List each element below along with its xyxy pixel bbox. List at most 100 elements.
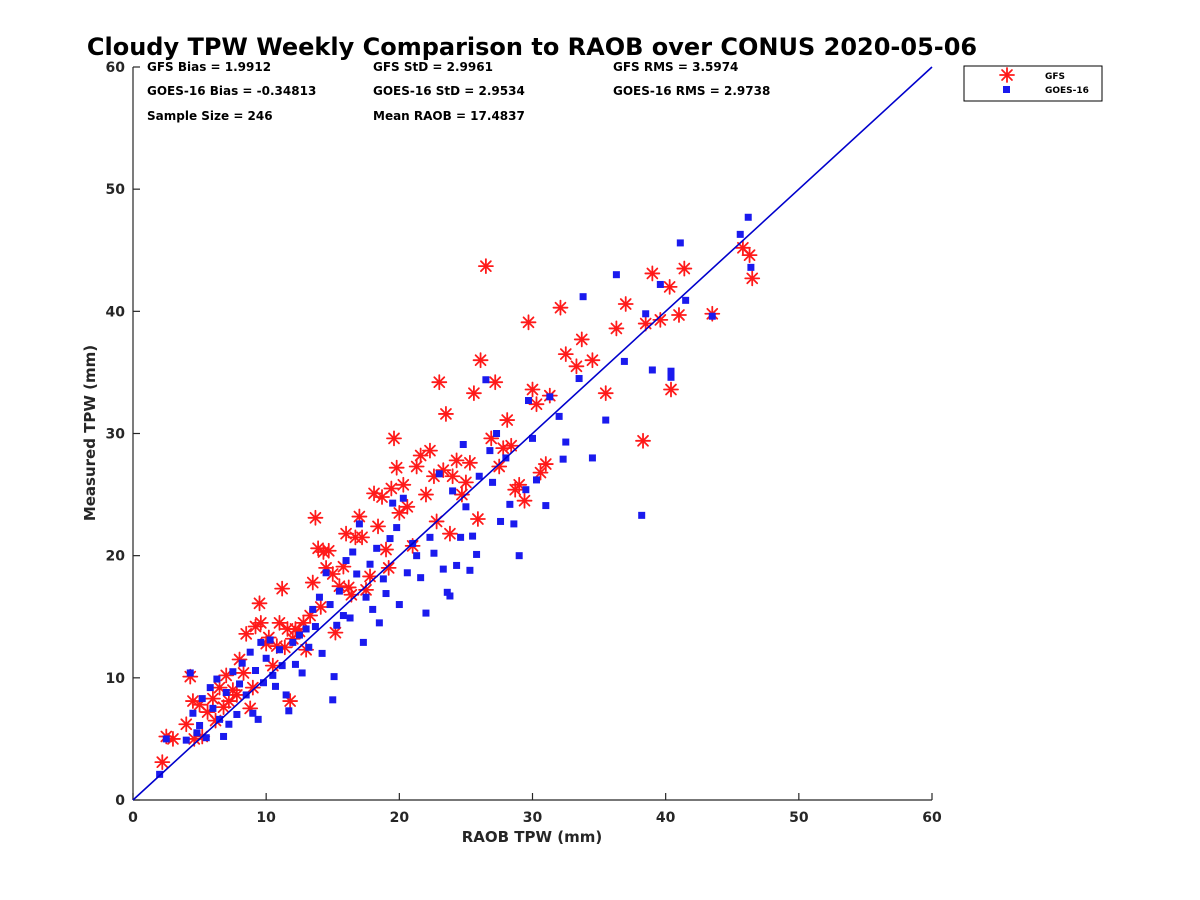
gfs-point (154, 754, 171, 771)
x-tick-label: 40 (656, 810, 676, 826)
goes16-point (349, 548, 357, 556)
goes16-point (559, 455, 567, 463)
gfs-point (442, 525, 458, 542)
gfs-point (635, 432, 651, 449)
goes16-point (667, 367, 675, 375)
goes16-point (249, 709, 257, 717)
x-ticks: 0 10 20 30 40 50 60 (128, 793, 942, 826)
y-ticks: 0 10 20 30 40 50 60 (106, 60, 140, 809)
goes16-point (216, 715, 224, 723)
x-tick-label: 60 (922, 810, 942, 826)
gfs-point (251, 595, 268, 612)
goes16-point (575, 375, 583, 383)
gfs-point (252, 614, 269, 631)
goes16-point (497, 517, 505, 525)
goes16-point (342, 557, 350, 565)
y-tick-label: 0 (115, 793, 125, 809)
gfs-point (244, 679, 261, 696)
gfs-point (264, 657, 281, 674)
goes16-point (222, 688, 230, 696)
goes16-point (506, 500, 514, 508)
stat-goes-rms: GOES-16 RMS = 2.9738 (613, 84, 770, 98)
series-gfs (154, 239, 761, 771)
goes16-point (389, 499, 397, 507)
gfs-point (391, 505, 408, 521)
legend-gfs-marker (999, 67, 1015, 83)
goes16-point (156, 770, 164, 778)
y-tick-label: 60 (106, 60, 126, 76)
goes16-point (708, 312, 716, 320)
x-tick-label: 30 (523, 810, 543, 826)
goes16-point (439, 565, 447, 573)
goes16-point (329, 696, 337, 704)
gfs-point (238, 625, 255, 642)
goes16-point (542, 502, 550, 510)
goes16-point (189, 709, 197, 717)
goes16-point (457, 533, 465, 541)
goes16-point (229, 668, 237, 676)
gfs-point (204, 690, 221, 707)
y-tick-label: 40 (106, 304, 126, 320)
gfs-point (477, 258, 494, 275)
goes16-point (403, 569, 411, 577)
stat-sample-size: Sample Size = 246 (147, 109, 273, 123)
goes16-point (209, 704, 217, 712)
stat-goes-bias: GOES-16 Bias = -0.34813 (147, 84, 316, 98)
gfs-point (304, 574, 321, 591)
gfs-point (462, 454, 478, 471)
goes16-point (546, 393, 554, 401)
goes16-point (459, 440, 467, 448)
gfs-point (663, 381, 679, 398)
goes16-point (395, 601, 403, 609)
goes16-point (555, 412, 563, 420)
gfs-point (374, 489, 390, 505)
one-to-one-line (132, 66, 933, 801)
y-tick-label: 20 (106, 549, 126, 565)
goes16-point (469, 532, 477, 540)
gfs-point (354, 529, 370, 546)
goes16-point (382, 590, 390, 598)
x-tick-label: 50 (789, 810, 809, 826)
goes16-point (275, 646, 283, 654)
stat-gfs-std: GFS StD = 2.9961 (373, 60, 493, 74)
gfs-point (220, 693, 237, 709)
gfs-point (557, 346, 574, 362)
goes16-point (220, 732, 228, 740)
gfs-point (537, 456, 554, 472)
gfs-point (584, 352, 601, 369)
gfs-point (524, 381, 541, 398)
gfs-point (370, 518, 386, 535)
goes16-point (353, 570, 361, 578)
goes16-point (393, 524, 401, 532)
goes16-point (213, 675, 221, 683)
goes16-point (196, 721, 204, 729)
goes16-point (182, 736, 190, 744)
goes16-point (339, 612, 347, 620)
y-tick-label: 10 (106, 671, 126, 687)
goes16-point (473, 550, 481, 558)
gfs-point (307, 509, 324, 526)
goes16-point (254, 715, 262, 723)
goes16-point (399, 494, 407, 502)
goes16-point (466, 566, 474, 574)
goes16-point (449, 487, 457, 495)
gfs-point (235, 665, 252, 681)
goes16-point (238, 659, 246, 667)
goes16-point (309, 605, 317, 613)
goes16-point (736, 230, 744, 238)
goes16-point (257, 638, 265, 646)
goes16-point (579, 293, 587, 301)
goes16-point (515, 552, 523, 560)
stat-mean-raob: Mean RAOB = 17.4837 (373, 109, 525, 123)
goes16-point (588, 454, 596, 462)
goes16-point (322, 569, 330, 577)
goes16-point (359, 638, 367, 646)
gfs-point (528, 396, 545, 413)
stat-gfs-rms: GFS RMS = 3.5974 (613, 60, 738, 74)
legend-label-gfs: GFS (1045, 72, 1065, 82)
goes16-point (443, 588, 451, 596)
goes16-point (379, 575, 387, 583)
goes16-point (744, 213, 752, 221)
gfs-point (320, 542, 337, 559)
